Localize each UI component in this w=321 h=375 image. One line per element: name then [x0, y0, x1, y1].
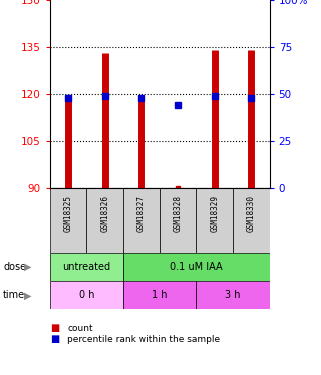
Bar: [123, 253, 270, 281]
Text: GSM18330: GSM18330: [247, 195, 256, 232]
Text: GSM18327: GSM18327: [137, 195, 146, 232]
Text: 0 h: 0 h: [79, 290, 94, 300]
Bar: [196, 281, 270, 309]
Text: count: count: [67, 324, 93, 333]
Text: time: time: [3, 290, 25, 300]
Text: ■: ■: [50, 334, 59, 344]
Bar: [123, 281, 196, 309]
Text: percentile rank within the sample: percentile rank within the sample: [67, 335, 221, 344]
FancyBboxPatch shape: [160, 188, 196, 253]
FancyBboxPatch shape: [50, 188, 86, 253]
Bar: [50, 281, 123, 309]
Bar: [50, 253, 123, 281]
Text: untreated: untreated: [62, 262, 110, 272]
Text: GSM18325: GSM18325: [64, 195, 73, 232]
Text: GSM18328: GSM18328: [174, 195, 183, 232]
Text: dose: dose: [3, 262, 26, 272]
Text: 0.1 uM IAA: 0.1 uM IAA: [170, 262, 223, 272]
FancyBboxPatch shape: [123, 188, 160, 253]
Text: GSM18329: GSM18329: [210, 195, 219, 232]
Text: GSM18326: GSM18326: [100, 195, 109, 232]
FancyBboxPatch shape: [196, 188, 233, 253]
FancyBboxPatch shape: [86, 188, 123, 253]
Text: 1 h: 1 h: [152, 290, 168, 300]
Text: ▶: ▶: [23, 262, 31, 272]
Text: 3 h: 3 h: [225, 290, 241, 300]
Text: ■: ■: [50, 323, 59, 333]
FancyBboxPatch shape: [233, 188, 270, 253]
Text: ▶: ▶: [23, 290, 31, 300]
